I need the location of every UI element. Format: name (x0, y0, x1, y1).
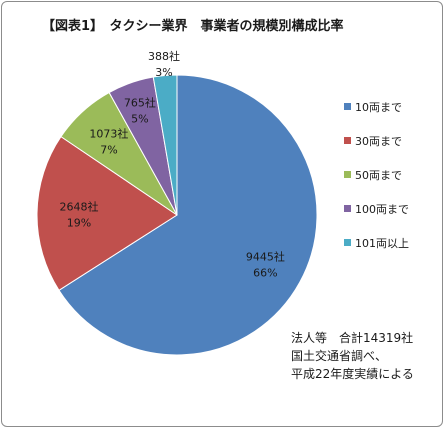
pie-slice-101plus (152, 74, 178, 216)
data-label-percent-10: 66% (253, 266, 277, 279)
data-label-count-50: 1073社 (89, 127, 128, 141)
legend-label-100: 100両まで (355, 203, 409, 216)
chart-title: 【図表1】 タクシー業界 事業者の規模別構成比率 (42, 18, 344, 34)
pie-slices (36, 74, 318, 356)
legend: 10両まで 30両まで 50両まで 100両まで 101両以上 (344, 101, 409, 250)
legend-label-30: 30両まで (355, 135, 402, 148)
pie-slice-10 (58, 74, 318, 356)
legend-label-10: 10両まで (355, 101, 402, 114)
legend-swatch-101plus (344, 239, 351, 246)
data-label-count-100: 765社 (124, 95, 156, 109)
legend-swatch-100 (344, 205, 351, 212)
legend-label-101plus: 101両以上 (355, 237, 409, 250)
legend-swatch-10 (344, 103, 351, 110)
data-label-percent-30: 19% (67, 217, 91, 230)
note-line-year: 平成22年度実績による (291, 367, 414, 381)
legend-label-50: 50両まで (355, 169, 402, 182)
note-line-total: 法人等 合計14319社 (291, 331, 414, 345)
note-line-source: 国土交通省調べ、 (291, 349, 388, 363)
legend-swatch-30 (344, 137, 351, 144)
data-label-count-30: 2648社 (60, 200, 99, 214)
data-label-percent-100: 5% (131, 112, 148, 125)
pie-slice-30 (36, 135, 178, 291)
source-note: 法人等 合計14319社 国土交通省調べ、 平成22年度実績による (291, 329, 414, 383)
data-label-percent-50: 7% (100, 144, 117, 157)
data-label-count-101plus: 388社 (148, 49, 180, 63)
legend-swatch-50 (344, 171, 351, 178)
data-label-percent-101plus: 3% (155, 66, 172, 79)
data-labels: 9445社 66% 2648社 19% 1073社 7% 765社 5% 388社 3% (60, 49, 285, 280)
data-label-count-10: 9445社 (246, 249, 285, 263)
